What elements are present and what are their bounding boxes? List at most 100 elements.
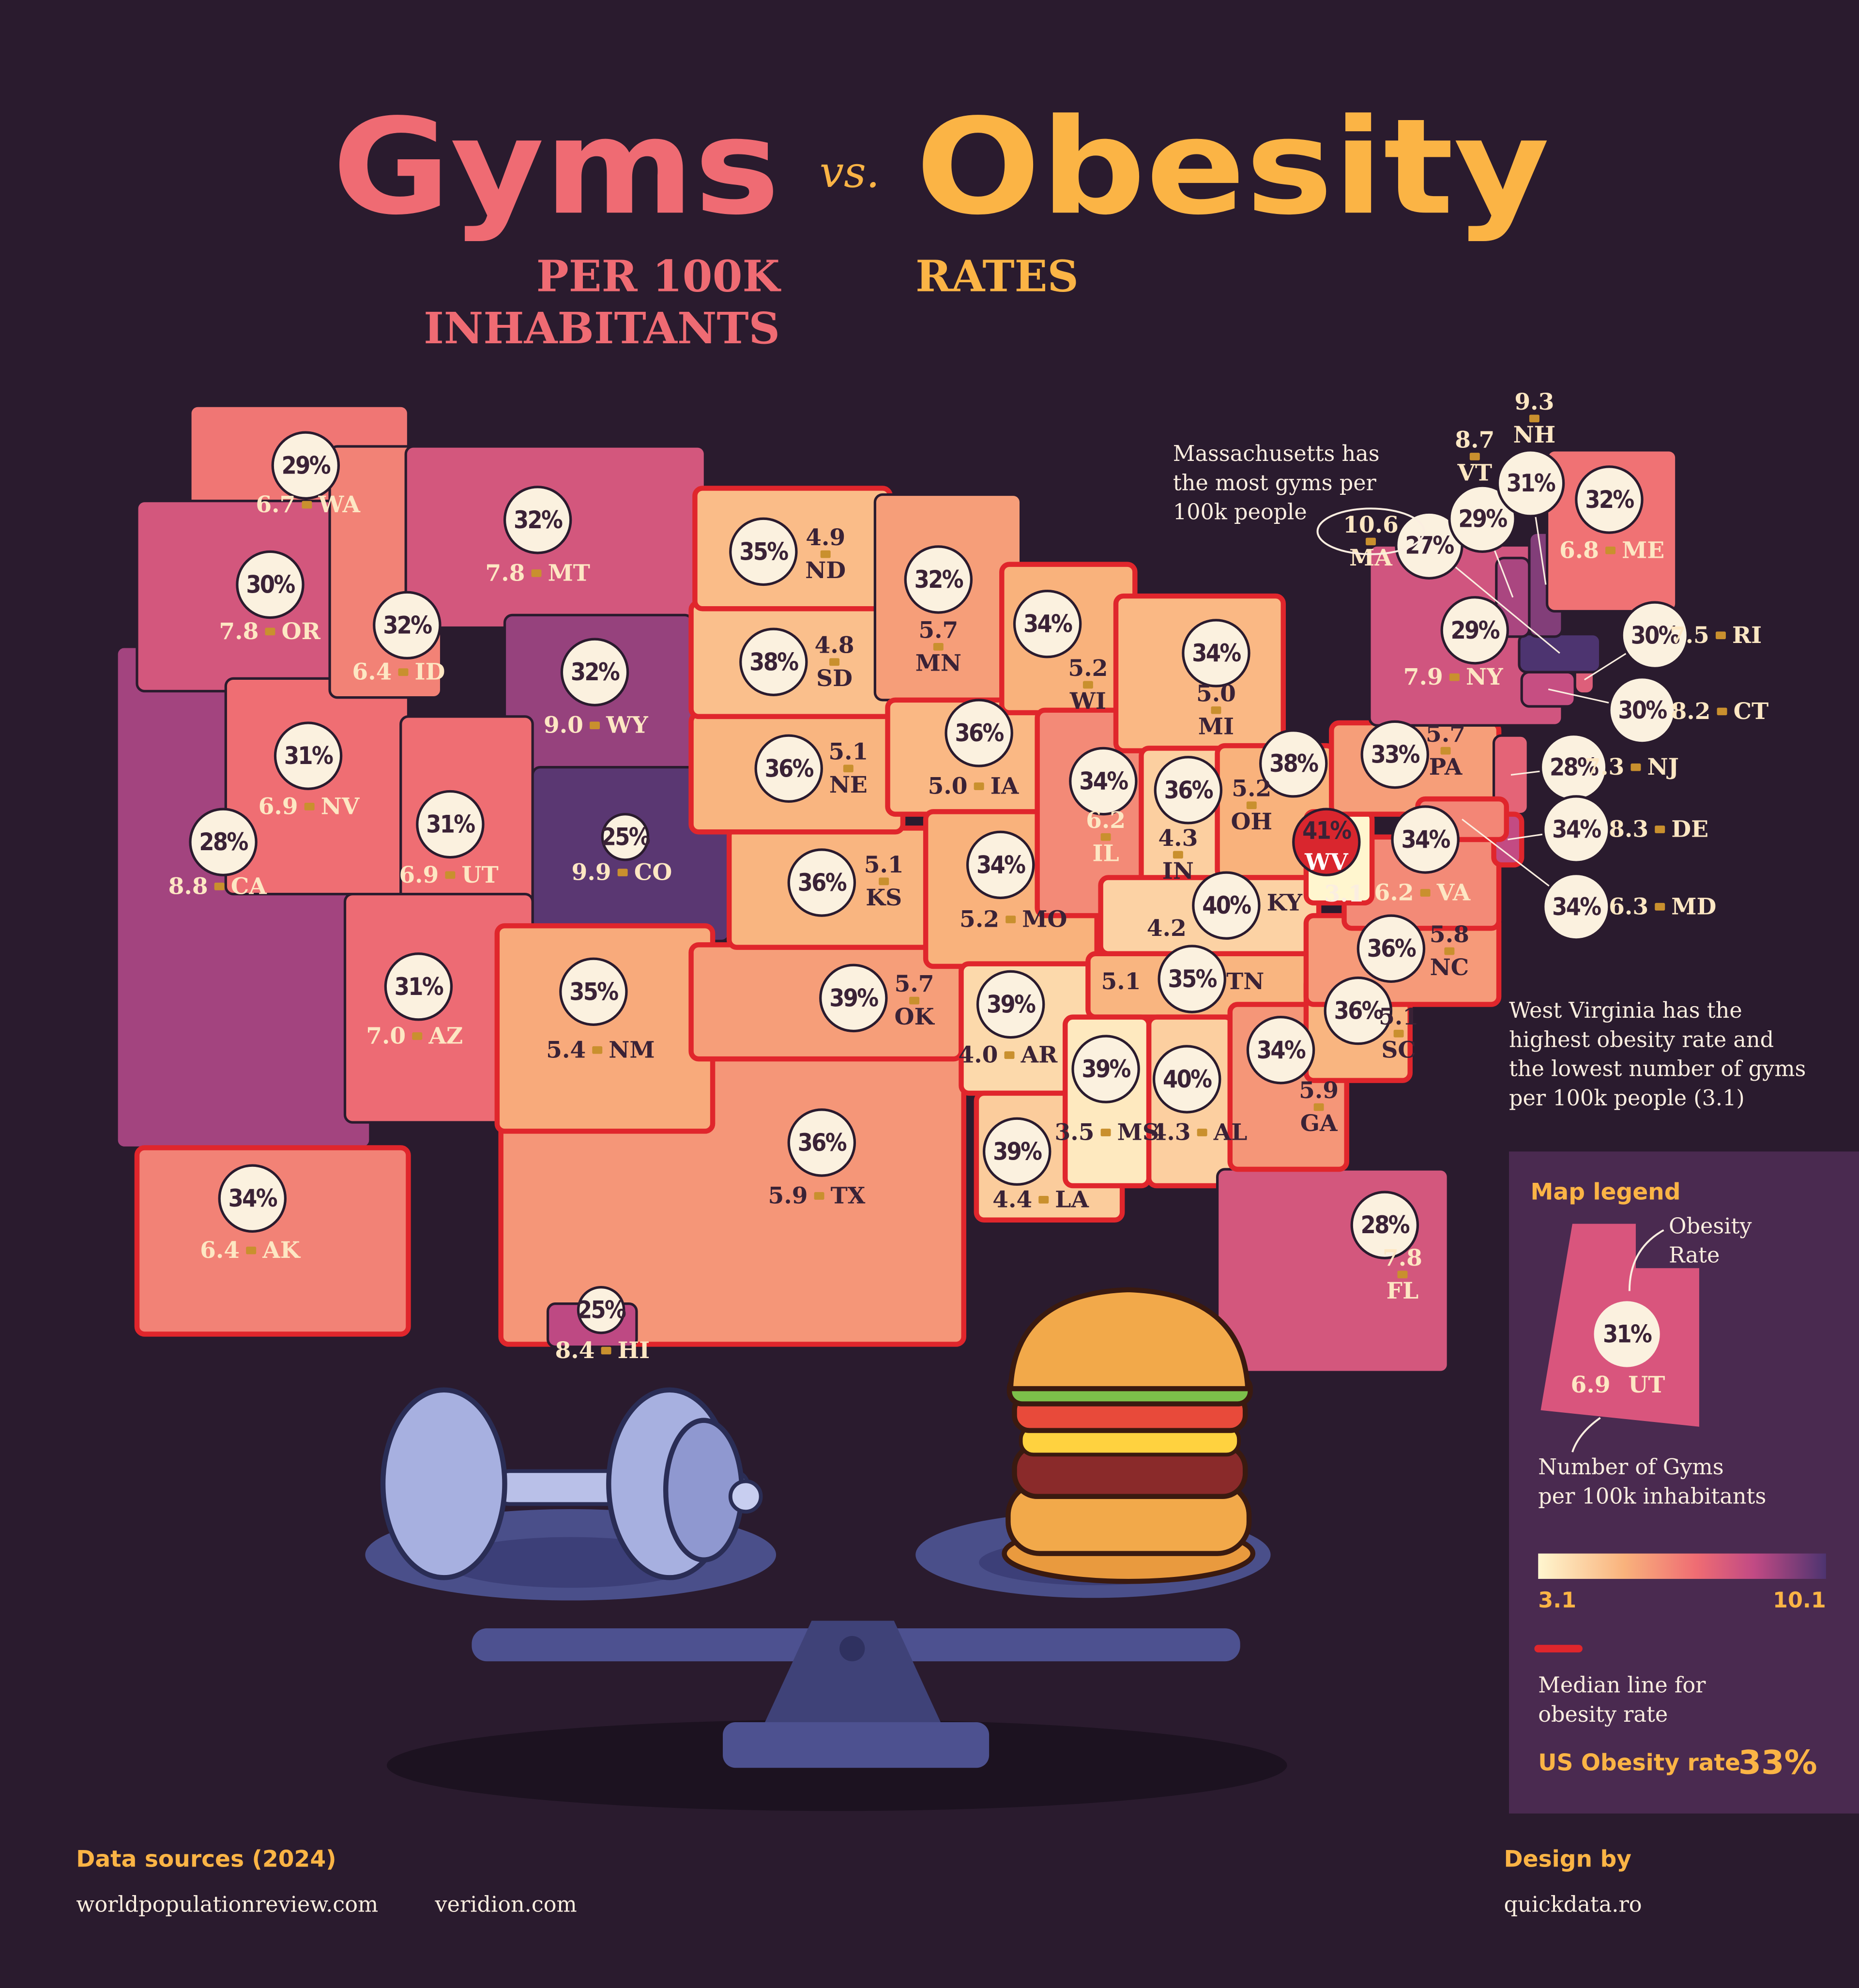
dumbbell-icon	[246, 1246, 257, 1254]
dumbbell-icon	[1313, 1103, 1324, 1111]
obesity-badge	[274, 721, 343, 790]
map-labels: 28% 8.8 CA 29% 6.7 WA 30% 7.8 OR 31% 6.9 NV 32% 6.4 ID…	[168, 389, 1769, 1364]
obesity-rate: 31%	[1507, 469, 1555, 497]
state-abbr: WA	[318, 491, 361, 518]
gym-count: 5.4	[546, 1037, 586, 1063]
dumbbell-icon	[445, 871, 456, 879]
obesity-rate: 39%	[987, 990, 1036, 1018]
dumbbell-icon	[1469, 453, 1480, 460]
legend-title: Map legend	[1531, 1179, 1681, 1206]
gym-count: 4.3	[1158, 825, 1198, 852]
state-abbr: LA	[1055, 1186, 1089, 1213]
state-abbr: RI	[1732, 622, 1762, 649]
obesity-badge	[787, 1108, 856, 1177]
obesity-badge	[739, 627, 808, 696]
dumbbell-icon	[1100, 833, 1111, 841]
dumbbell-icon	[1393, 1029, 1404, 1038]
annotation: 100k people	[1173, 500, 1307, 525]
state-abbr: GA	[1300, 1110, 1338, 1137]
dumbbell-icon	[412, 1032, 423, 1040]
obesity-badge	[271, 431, 340, 500]
state-abbr: TX	[831, 1182, 866, 1209]
dumbbell-icon	[1004, 1051, 1015, 1059]
obesity-rate: 36%	[798, 1129, 847, 1157]
dumbbell-icon	[1211, 706, 1221, 714]
state-abbr: TN	[1226, 968, 1264, 995]
dumbbell-icon	[820, 550, 831, 558]
obesity-rate: 38%	[1269, 749, 1318, 778]
state-abbr: ND	[805, 557, 846, 584]
state-abbr: MD	[1671, 893, 1716, 920]
obesity-badge	[503, 486, 572, 554]
dumbbell-icon	[1444, 947, 1455, 955]
dumbbell-icon	[398, 668, 409, 676]
dumbbell-icon	[304, 803, 315, 810]
gym-count: 9.3	[1514, 389, 1554, 415]
obesity-badge	[1448, 484, 1517, 553]
obesity-rate: 41%	[1302, 817, 1351, 845]
obesity-badge	[1154, 756, 1223, 825]
dumbbell-icon	[1397, 1270, 1408, 1279]
obesity-badge	[384, 952, 453, 1021]
gym-count: 5.7	[918, 617, 958, 643]
obesity-badge	[1350, 1191, 1419, 1259]
scale-max: 10.1	[1773, 1588, 1826, 1613]
obesity-badge	[904, 545, 973, 614]
obesity-rate: 25%	[577, 1296, 626, 1324]
obesity-rate: 29%	[1458, 505, 1507, 533]
state-abbr: MS	[1117, 1119, 1159, 1146]
obesity-badge	[1246, 1016, 1315, 1085]
obesity-badge	[1152, 1045, 1221, 1114]
obesity-badge	[236, 550, 305, 619]
legend-arrow	[1628, 1229, 1664, 1291]
obesity-rate: 36%	[1334, 997, 1383, 1025]
gym-count: 5.1	[864, 852, 904, 878]
state-abbr: NH	[1513, 422, 1556, 448]
obesity-rate: 35%	[569, 978, 618, 1006]
state-abbr: SD	[816, 665, 853, 692]
obesity-badge	[1292, 808, 1361, 876]
obesity-badge	[1192, 871, 1261, 940]
title-vs: vs.	[820, 147, 880, 198]
gym-count: 8.4	[555, 1337, 595, 1364]
scale-min: 3.1	[1538, 1588, 1576, 1613]
state-abbr: VT	[1457, 459, 1492, 486]
gym-count: 8.8	[168, 873, 208, 900]
obesity-badge	[577, 1285, 625, 1334]
gym-count: 7.8	[1383, 1245, 1422, 1271]
obesity-rate: 30%	[246, 570, 295, 598]
dumbbell-icon	[265, 627, 275, 636]
state-abbr: CO	[634, 859, 672, 886]
dumbbell-icon	[1630, 763, 1641, 771]
obesity-rate: 32%	[571, 658, 620, 686]
gym-count: 5.2	[1232, 776, 1271, 802]
obesity-rate: 34%	[229, 1184, 277, 1212]
obesity-badge	[373, 591, 442, 660]
gym-count: 6.8	[1559, 537, 1599, 564]
legend: Map legend 31% 6.9 UT Obesity Rate Numbe…	[1509, 1151, 1859, 1814]
gym-count: 7.8	[485, 560, 525, 586]
obesity-rate: 35%	[739, 537, 788, 566]
gym-count: 3.5	[1055, 1119, 1095, 1146]
gym-count: 6.2	[1086, 807, 1126, 834]
obesity-rate: 28%	[199, 828, 248, 856]
legend-gyms: 6.9	[1571, 1372, 1611, 1398]
gym-count: 8.3	[1609, 816, 1648, 843]
obesity-rate: 30%	[1631, 621, 1680, 649]
obesity-badge	[559, 957, 628, 1026]
obesity-badge	[1608, 676, 1676, 745]
dumbbell-icon	[1715, 631, 1726, 640]
state-abbr: KS	[866, 885, 902, 911]
obesity-rate: 39%	[993, 1137, 1042, 1165]
legend-note: per 100k inhabitants	[1538, 1484, 1766, 1509]
obesity-rate: 34%	[976, 851, 1025, 879]
gym-count: 6.4	[352, 659, 392, 686]
obesity-rate: 34%	[1552, 815, 1601, 843]
dumbbell-icon	[590, 721, 600, 730]
gym-count: 5.9	[768, 1182, 808, 1209]
state-abbr: CT	[1734, 698, 1769, 725]
dumbbell-icon	[829, 658, 840, 666]
scale-pivot	[839, 1636, 865, 1662]
gym-count: 7.0	[366, 1023, 406, 1049]
gym-count: 5.9	[1299, 1077, 1339, 1104]
